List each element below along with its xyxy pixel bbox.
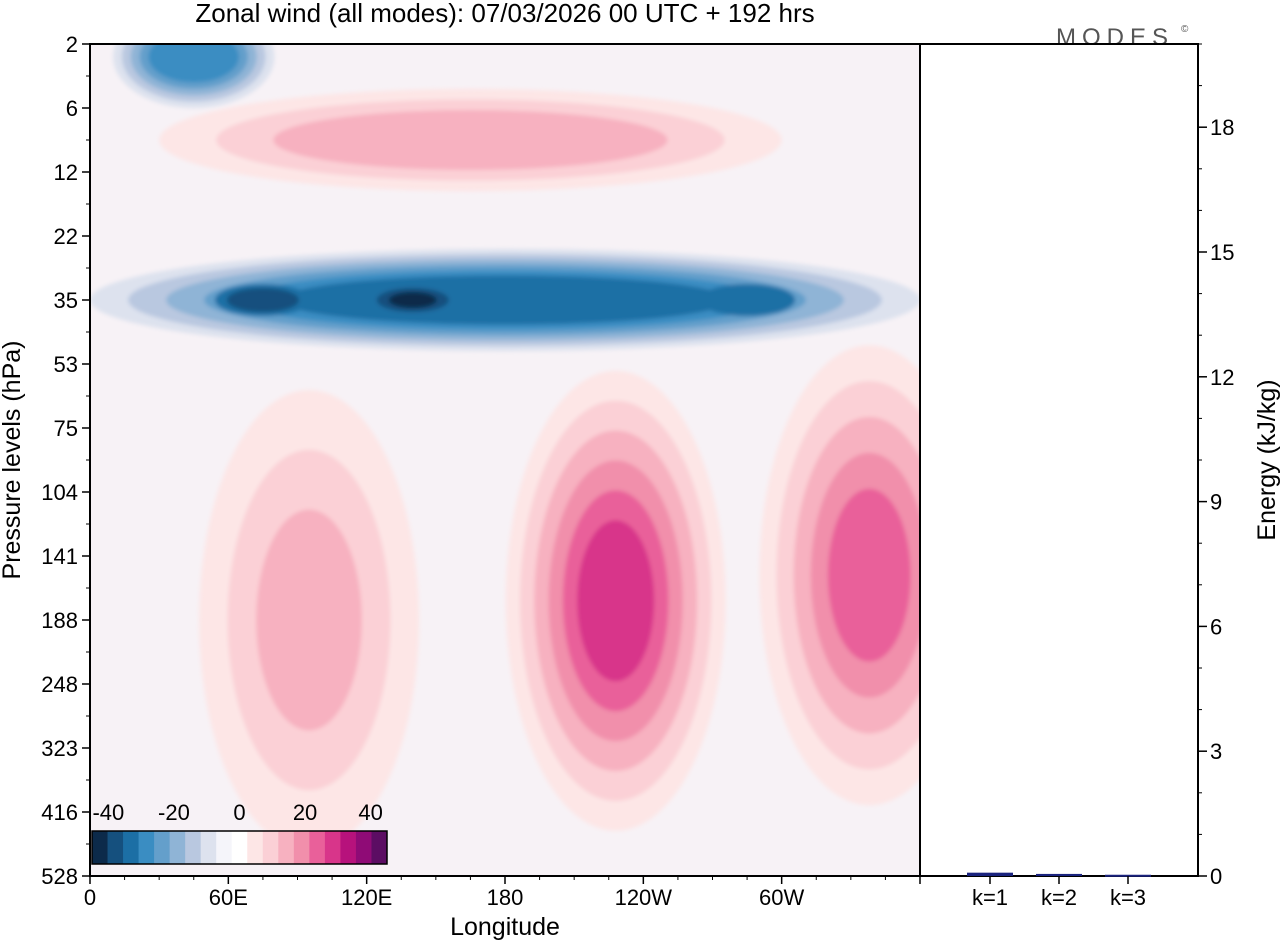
- energy-axis-label: Energy (kJ/kg): [1253, 379, 1280, 540]
- colorbar-swatch: [154, 831, 171, 864]
- pressure-tick-label: 104: [41, 480, 78, 505]
- energy-tick-label: 9: [1210, 490, 1222, 515]
- brand-logo: MODES: [1056, 24, 1174, 51]
- pressure-tick-label: 323: [41, 736, 78, 761]
- pressure-tick-label: 75: [54, 416, 78, 441]
- feature-tropospheric-westerly-africa: [199, 390, 420, 850]
- energy-tick-label: 6: [1210, 614, 1222, 639]
- contour-peak: [699, 284, 796, 316]
- longitude-tick-label: 120E: [341, 885, 392, 910]
- colorbar-swatch: [340, 831, 357, 864]
- pressure-tick-label: 2: [66, 32, 78, 57]
- energy-panel-frame: [919, 43, 1199, 877]
- colorbar-swatch: [355, 831, 372, 864]
- x-axis-label: Longitude: [450, 913, 560, 941]
- colorbar-label: -40: [92, 800, 124, 825]
- pressure-tick-label: 141: [41, 544, 78, 569]
- pressure-tick-label: 416: [41, 800, 78, 825]
- energy-bar: [967, 872, 1013, 876]
- feature-subtropical-westerly-jet-atlantic: [759, 345, 920, 806]
- energy-tick-label: 15: [1210, 240, 1234, 265]
- colorbar-label: 20: [293, 800, 317, 825]
- colorbar-swatch: [107, 831, 124, 864]
- pressure-axis: 2 6 12 22 35 53 75 104 141 188 248 323 416 528: [41, 32, 90, 889]
- contour-level: [577, 520, 655, 682]
- longitude-tick-label: 60W: [759, 885, 804, 910]
- pressure-tick-label: 528: [41, 864, 78, 889]
- pressure-tick-label: 248: [41, 672, 78, 697]
- colorbar-frame: [91, 830, 388, 865]
- colorbar-swatch: [92, 831, 109, 864]
- energy-tick-label: 12: [1210, 365, 1234, 390]
- colorbar-swatch: [293, 831, 310, 864]
- longitude-tick-label: 0: [84, 885, 96, 910]
- contour-level: [148, 44, 239, 83]
- colorbar-label: 40: [358, 800, 382, 825]
- longitude-tick-label: 180: [487, 885, 524, 910]
- colorbar-swatch: [169, 831, 186, 864]
- feature-stratospheric-easterly-jet: [90, 248, 920, 352]
- contour-peak: [388, 292, 437, 308]
- colorbar-swatch: [231, 831, 248, 864]
- contour-level: [273, 110, 668, 170]
- colorbar-swatch: [123, 831, 140, 864]
- colorbar-swatch: [216, 831, 233, 864]
- wind-field-layer: [90, 44, 920, 850]
- colorbar-swatch: [371, 831, 388, 864]
- colorbar-swatch: [247, 831, 264, 864]
- energy-tick-label: 0: [1210, 864, 1222, 889]
- colorbar-label: -20: [158, 800, 190, 825]
- energy-bars: k=1 k=2 k=3: [967, 872, 1151, 910]
- zonal-wind-heatmap: [90, 44, 920, 876]
- pressure-tick-label: 12: [54, 160, 78, 185]
- longitude-axis: 0 60E 120E 180 120W 60W: [84, 876, 921, 910]
- pressure-tick-label: 35: [54, 288, 78, 313]
- colorbar-swatch: [262, 831, 279, 864]
- colorbar-label: 0: [233, 800, 245, 825]
- energy-tick-label: 18: [1210, 115, 1234, 140]
- pressure-tick-label: 188: [41, 608, 78, 633]
- energy-bar: [1036, 873, 1082, 876]
- feature-stratospheric-westerly-6-12: [159, 88, 782, 192]
- energy-category-label: k=2: [1041, 885, 1077, 910]
- longitude-tick-label: 120W: [615, 885, 673, 910]
- energy-axis: 0 3 6 9 12 15 18: [1198, 43, 1234, 889]
- brand-copyright-mark: ©: [1181, 24, 1189, 35]
- contour-peak: [226, 288, 299, 312]
- contour-level: [256, 509, 362, 731]
- contour-level: [827, 488, 911, 662]
- colorbar: -40 -20 0 20 40: [91, 800, 388, 865]
- colorbar-swatch: [138, 831, 155, 864]
- longitude-tick-label: 60E: [209, 885, 248, 910]
- pressure-tick-label: 22: [54, 224, 78, 249]
- energy-category-label: k=3: [1110, 885, 1146, 910]
- pressure-tick-label: 6: [66, 96, 78, 121]
- colorbar-swatch: [185, 831, 202, 864]
- energy-category-label: k=1: [972, 885, 1008, 910]
- energy-bar: [1105, 874, 1151, 877]
- y-axis-label: Pressure levels (hPa): [0, 341, 26, 580]
- feature-upper-stratosphere-easterly: [113, 44, 275, 108]
- colorbar-swatch: [200, 831, 217, 864]
- contour-level: [280, 275, 730, 325]
- chart-title: Zonal wind (all modes): 07/03/2026 00 UT…: [195, 0, 814, 28]
- colorbar-swatch: [278, 831, 295, 864]
- colorbar-swatch: [324, 831, 341, 864]
- colorbar-swatch: [309, 831, 326, 864]
- pressure-tick-label: 53: [54, 352, 78, 377]
- feature-subtropical-westerly-jet-pacific: [505, 370, 726, 831]
- energy-tick-label: 3: [1210, 739, 1222, 764]
